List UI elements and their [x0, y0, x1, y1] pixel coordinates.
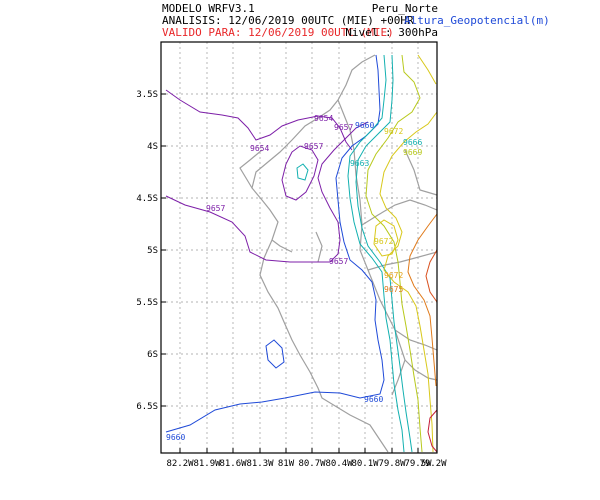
lon-label: 79.8W	[378, 459, 406, 469]
lat-label: 4.5S	[136, 194, 158, 204]
lat-label: 4S	[147, 142, 158, 152]
contour-9678	[425, 249, 438, 303]
contour-label: 9657	[334, 123, 353, 132]
contour-9657-west	[165, 121, 369, 263]
lon-label: 80.7W	[298, 459, 326, 469]
lon-label: 81.6W	[219, 459, 247, 469]
lat-label: 6S	[147, 350, 158, 360]
lat-label: 6.5S	[136, 402, 158, 412]
contour-9675	[407, 213, 438, 387]
valid-time: VALIDO PARA: 12/06/2019 00UTC (MIE)	[162, 26, 394, 39]
contour-9654-east	[317, 115, 353, 151]
contour-label: 9657	[206, 204, 225, 213]
map-frame	[160, 41, 438, 454]
lon-label: 79.5W	[404, 459, 432, 469]
contour-9657-inner	[281, 145, 319, 201]
contour-label: 9666	[403, 138, 422, 147]
contour-labels: 9654 9654 9657 9657 9657 9657 9660 9660 …	[166, 114, 422, 442]
tick-marks	[161, 93, 419, 453]
lon-label: 82.2W	[166, 459, 194, 469]
lat-label: 3.5S	[136, 90, 158, 100]
contour-label: 9672	[384, 127, 403, 136]
contour-label: 9663	[350, 159, 369, 168]
contour-label: 9672	[374, 237, 393, 246]
variable-name: Altura_Geopotencial(m)	[404, 14, 550, 27]
contour-label: 9660	[355, 121, 374, 130]
model-title: MODELO WRFV3.1	[162, 2, 255, 15]
contour-label: 9672	[384, 271, 403, 280]
lon-label: 80.1W	[351, 459, 379, 469]
contour-label: 9669	[403, 148, 422, 157]
region-name: Peru_Norte	[371, 2, 438, 15]
lon-label: 81.9W	[193, 459, 221, 469]
contour-9672-inner	[373, 219, 399, 257]
lon-label: 81W	[278, 459, 295, 469]
contour-9666	[355, 54, 413, 453]
contour-9669	[365, 54, 423, 453]
lat-lon-grid	[161, 42, 437, 453]
longitude-labels: 82.2W 81.9W 81.6W 81.3W 81W 80.7W 80.4W …	[166, 459, 447, 469]
contour-9660-loop	[265, 339, 285, 369]
contour-label: 9660	[166, 433, 185, 442]
analysis-time: ANALISIS: 12/06/2019 00UTC (MIE) +00HR	[162, 14, 414, 27]
contour-label: 9657	[329, 257, 348, 266]
pressure-level: Nivel : 300hPa	[345, 26, 438, 39]
contour-label: 9675	[384, 285, 403, 294]
contour-label: 9654	[250, 144, 269, 153]
lon-label: 79.2W	[419, 459, 447, 469]
lon-label: 81.3W	[246, 459, 274, 469]
contour-label: 9657	[304, 142, 323, 151]
contour-label: 9654	[314, 114, 333, 123]
contour-9657-small	[296, 163, 309, 181]
contour-9654-west	[165, 89, 319, 141]
contour-9681	[427, 409, 438, 453]
lat-label: 5S	[147, 246, 158, 256]
height-contours	[165, 54, 438, 453]
contour-9663	[347, 54, 405, 453]
lon-label: 80.4W	[325, 459, 353, 469]
lat-label: 5.5S	[136, 298, 158, 308]
contour-label: 9660	[364, 395, 383, 404]
latitude-labels: 3.5S 4S 4.5S 5S 5.5S 6S 6.5S	[136, 90, 158, 412]
